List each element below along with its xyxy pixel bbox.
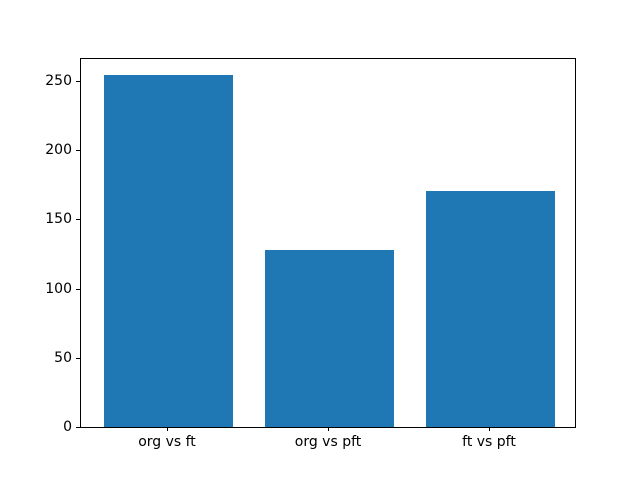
- y-tick-label: 0: [63, 419, 72, 435]
- x-tick-label: org vs ft: [138, 434, 196, 450]
- y-tick-label: 100: [45, 281, 72, 297]
- x-tick-label: ft vs pft: [462, 434, 516, 450]
- x-tick-mark: [167, 427, 168, 431]
- y-tick-mark: [76, 289, 80, 290]
- y-tick-mark: [76, 358, 80, 359]
- x-tick-mark: [489, 427, 490, 431]
- y-tick-mark: [76, 81, 80, 82]
- x-tick-label: org vs pft: [294, 434, 362, 450]
- x-tick-mark: [328, 427, 329, 431]
- bar-ft-vs-pft: [426, 191, 555, 427]
- y-tick-mark: [76, 150, 80, 151]
- y-tick-label: 150: [45, 211, 72, 227]
- bar-org-vs-pft: [265, 250, 394, 427]
- plot-area: [80, 58, 576, 428]
- y-tick-label: 250: [45, 73, 72, 89]
- bar-org-vs-ft: [104, 75, 233, 427]
- y-tick-mark: [76, 427, 80, 428]
- y-tick-label: 200: [45, 142, 72, 158]
- y-tick-label: 50: [54, 350, 72, 366]
- y-tick-mark: [76, 219, 80, 220]
